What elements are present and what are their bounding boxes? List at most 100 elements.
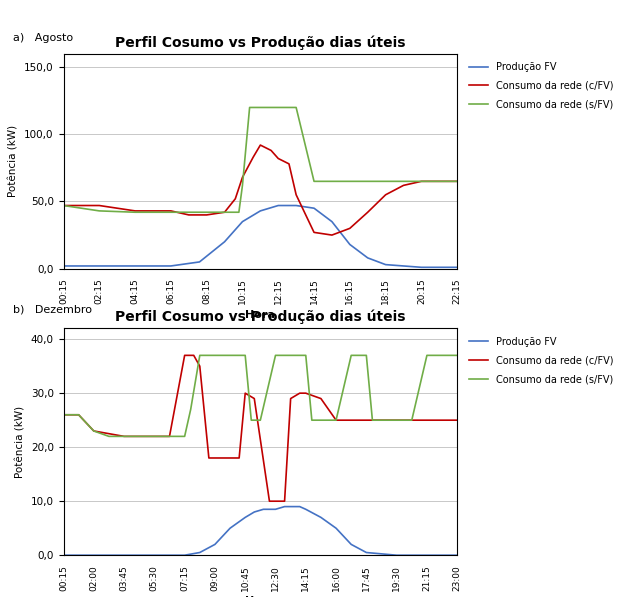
Produção FV xyxy=(317,514,324,521)
Consumo da rede (s/FV) xyxy=(181,433,189,440)
Consumo da rede (s/FV) xyxy=(246,104,253,111)
Produção FV xyxy=(453,552,461,559)
Consumo da rede (s/FV) xyxy=(75,411,83,418)
Text: b)   Dezembro: b) Dezembro xyxy=(13,304,91,315)
Line: Consumo da rede (s/FV): Consumo da rede (s/FV) xyxy=(64,107,457,212)
Consumo da rede (s/FV) xyxy=(346,178,354,185)
Produção FV xyxy=(296,503,304,510)
Consumo da rede (c/FV) xyxy=(364,208,371,216)
Produção FV xyxy=(239,218,246,225)
Produção FV xyxy=(281,503,288,510)
Produção FV xyxy=(226,525,234,532)
Consumo da rede (c/FV) xyxy=(185,211,192,219)
Consumo da rede (s/FV) xyxy=(203,208,210,216)
Consumo da rede (c/FV) xyxy=(281,498,288,505)
Consumo da rede (c/FV) xyxy=(272,498,279,505)
Consumo da rede (s/FV) xyxy=(60,411,67,418)
Consumo da rede (c/FV) xyxy=(239,174,246,181)
Consumo da rede (c/FV) xyxy=(302,390,310,397)
Consumo da rede (s/FV) xyxy=(196,352,204,359)
Consumo da rede (s/FV) xyxy=(221,208,229,216)
Consumo da rede (c/FV) xyxy=(267,147,275,154)
Consumo da rede (c/FV) xyxy=(250,395,258,402)
Consumo da rede (s/FV) xyxy=(423,352,431,359)
Produção FV xyxy=(221,238,229,245)
Consumo da rede (s/FV) xyxy=(332,417,340,424)
Consumo da rede (c/FV) xyxy=(220,454,228,461)
Produção FV xyxy=(393,552,401,559)
Produção FV xyxy=(287,503,295,510)
Legend: Produção FV, Consumo da rede (c/FV), Consumo da rede (s/FV): Produção FV, Consumo da rede (c/FV), Con… xyxy=(465,333,618,388)
Produção FV xyxy=(120,552,128,559)
Produção FV xyxy=(328,218,336,225)
Consumo da rede (s/FV) xyxy=(308,417,316,424)
Consumo da rede (c/FV) xyxy=(382,191,389,198)
Consumo da rede (s/FV) xyxy=(105,433,113,440)
Consumo da rede (c/FV) xyxy=(131,207,139,214)
Consumo da rede (s/FV) xyxy=(287,352,295,359)
Consumo da rede (c/FV) xyxy=(453,178,461,185)
Consumo da rede (c/FV) xyxy=(196,211,203,219)
Consumo da rede (c/FV) xyxy=(285,160,293,167)
Consumo da rede (s/FV) xyxy=(131,208,139,216)
Consumo da rede (c/FV) xyxy=(287,395,295,402)
Consumo da rede (s/FV) xyxy=(311,178,318,185)
Y-axis label: Potência (kW): Potência (kW) xyxy=(15,406,25,478)
Produção FV xyxy=(260,506,267,513)
Produção FV xyxy=(257,207,264,214)
Produção FV xyxy=(274,202,282,209)
Consumo da rede (s/FV) xyxy=(363,352,370,359)
Legend: Produção FV, Consumo da rede (c/FV), Consumo da rede (s/FV): Produção FV, Consumo da rede (c/FV), Con… xyxy=(465,58,618,113)
Consumo da rede (s/FV) xyxy=(418,178,425,185)
Consumo da rede (s/FV) xyxy=(408,417,415,424)
Consumo da rede (s/FV) xyxy=(90,427,98,435)
Produção FV xyxy=(60,552,67,559)
Produção FV xyxy=(181,552,189,559)
Consumo da rede (s/FV) xyxy=(187,406,194,413)
Consumo da rede (c/FV) xyxy=(265,498,273,505)
Consumo da rede (c/FV) xyxy=(311,229,318,236)
Consumo da rede (c/FV) xyxy=(203,211,210,219)
Line: Consumo da rede (s/FV): Consumo da rede (s/FV) xyxy=(64,355,457,436)
X-axis label: Hora: Hora xyxy=(245,596,276,597)
Consumo da rede (c/FV) xyxy=(95,202,103,209)
Produção FV xyxy=(60,262,67,269)
Consumo da rede (s/FV) xyxy=(277,352,285,359)
Consumo da rede (s/FV) xyxy=(257,104,264,111)
Consumo da rede (c/FV) xyxy=(317,395,324,402)
Produção FV xyxy=(131,262,139,269)
Consumo da rede (c/FV) xyxy=(257,141,264,149)
Produção FV xyxy=(311,205,318,212)
Consumo da rede (c/FV) xyxy=(418,178,425,185)
Consumo da rede (s/FV) xyxy=(438,352,446,359)
Consumo da rede (s/FV) xyxy=(453,352,461,359)
Consumo da rede (s/FV) xyxy=(150,433,158,440)
Produção FV xyxy=(150,552,158,559)
Consumo da rede (c/FV) xyxy=(167,207,175,214)
Consumo da rede (s/FV) xyxy=(241,352,249,359)
Consumo da rede (c/FV) xyxy=(423,417,431,424)
Consumo da rede (s/FV) xyxy=(60,202,67,209)
Consumo da rede (c/FV) xyxy=(120,433,128,440)
Title: Perfil Cosumo vs Produção dias úteis: Perfil Cosumo vs Produção dias úteis xyxy=(115,310,406,324)
Consumo da rede (s/FV) xyxy=(185,208,192,216)
Consumo da rede (c/FV) xyxy=(60,411,67,418)
Line: Consumo da rede (c/FV): Consumo da rede (c/FV) xyxy=(64,145,457,235)
Line: Consumo da rede (c/FV): Consumo da rede (c/FV) xyxy=(64,355,457,501)
Consumo da rede (s/FV) xyxy=(382,178,389,185)
X-axis label: Hora: Hora xyxy=(245,310,276,320)
Consumo da rede (s/FV) xyxy=(368,417,376,424)
Consumo da rede (c/FV) xyxy=(346,224,354,232)
Consumo da rede (s/FV) xyxy=(248,417,255,424)
Consumo da rede (s/FV) xyxy=(347,352,355,359)
Consumo da rede (s/FV) xyxy=(292,104,300,111)
Produção FV xyxy=(382,261,389,268)
Produção FV xyxy=(196,549,204,556)
Consumo da rede (c/FV) xyxy=(328,232,336,239)
Consumo da rede (c/FV) xyxy=(90,427,98,435)
Consumo da rede (s/FV) xyxy=(274,104,282,111)
Produção FV xyxy=(292,202,300,209)
Consumo da rede (c/FV) xyxy=(166,433,173,440)
Consumo da rede (c/FV) xyxy=(393,417,401,424)
Consumo da rede (c/FV) xyxy=(221,208,229,216)
